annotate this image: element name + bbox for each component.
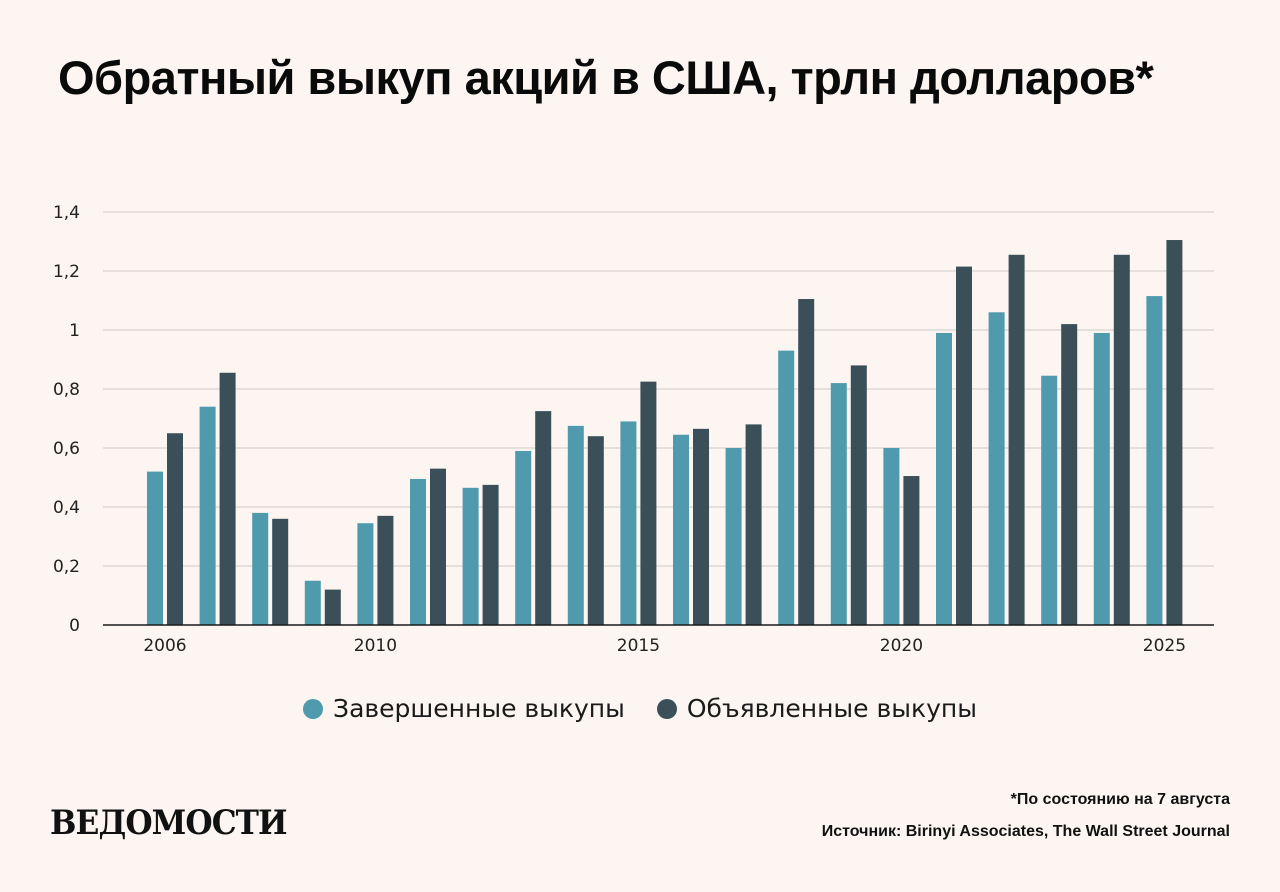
bar-completed xyxy=(988,312,1005,625)
bar-completed xyxy=(883,448,900,625)
y-tick-label: 1,4 xyxy=(53,203,80,223)
bar-announced xyxy=(587,436,604,625)
bar-completed xyxy=(1093,332,1110,625)
x-tick-label: 2015 xyxy=(617,636,660,656)
y-tick-label: 1 xyxy=(69,321,80,341)
bar-completed xyxy=(515,450,532,625)
bar-completed xyxy=(1146,296,1163,625)
y-tick-label: 0,8 xyxy=(53,380,80,400)
footnote: *По состоянию на 7 августа xyxy=(1010,791,1230,808)
bar-announced xyxy=(272,518,289,625)
bar-announced xyxy=(1166,240,1183,625)
bar-announced xyxy=(219,372,236,625)
y-tick-label: 1,2 xyxy=(53,262,80,282)
bar-announced xyxy=(956,266,972,625)
chart-title: Обратный выкуп акций в США, трлн долларо… xyxy=(58,51,1154,104)
y-tick-label: 0,2 xyxy=(53,557,80,577)
bar-completed xyxy=(252,512,269,625)
y-tick-label: 0,4 xyxy=(53,498,80,518)
bar-announced xyxy=(1061,324,1078,625)
bar-completed xyxy=(410,478,426,625)
legend-label-announced: Объявленные выкупы xyxy=(686,694,977,723)
legend-item-completed: Завершенные выкупы xyxy=(303,694,625,723)
bar-completed xyxy=(1041,375,1058,625)
bar-completed xyxy=(936,332,952,625)
legend: Завершенные выкупы Объявленные выкупы xyxy=(0,694,1280,723)
bar-completed xyxy=(778,350,795,625)
bar-completed xyxy=(620,421,637,625)
bar-completed xyxy=(147,471,163,625)
x-tick-label: 2010 xyxy=(354,636,397,656)
bar-announced xyxy=(430,468,446,625)
bar-announced xyxy=(482,484,499,625)
x-tick-label: 2025 xyxy=(1143,636,1186,656)
source-note: Источник: Birinyi Associates, The Wall S… xyxy=(821,823,1230,840)
bar-announced xyxy=(640,381,657,625)
bar-announced xyxy=(1008,254,1025,625)
bar-announced xyxy=(693,428,709,625)
bar-announced xyxy=(377,515,394,625)
bar-announced xyxy=(167,433,183,625)
bar-completed xyxy=(199,406,216,625)
bar-announced xyxy=(324,589,341,625)
bar-completed xyxy=(567,425,584,625)
y-tick-label: 0,6 xyxy=(53,439,80,459)
x-tick-label: 2006 xyxy=(143,636,186,656)
bar-completed xyxy=(725,448,742,625)
y-tick-label: 0 xyxy=(69,616,80,636)
x-tick-label: 2020 xyxy=(880,636,923,656)
legend-swatch-announced xyxy=(656,698,677,719)
bar-announced xyxy=(850,365,867,625)
bar-completed xyxy=(357,523,374,625)
bar-announced xyxy=(1113,254,1130,625)
legend-label-completed: Завершенные выкупы xyxy=(333,694,625,723)
legend-swatch-completed xyxy=(303,698,324,719)
legend-item-announced: Объявленные выкупы xyxy=(656,694,977,723)
bar-announced xyxy=(903,476,920,625)
bar-completed xyxy=(673,434,689,625)
bar-announced xyxy=(745,424,762,625)
bar-completed xyxy=(304,580,321,625)
bar-announced xyxy=(798,299,815,625)
bar-completed xyxy=(830,383,847,625)
vedomosti-logo: ВЕДОМОСТИ xyxy=(50,803,288,843)
bar-announced xyxy=(535,411,552,625)
bar-completed xyxy=(462,487,479,625)
